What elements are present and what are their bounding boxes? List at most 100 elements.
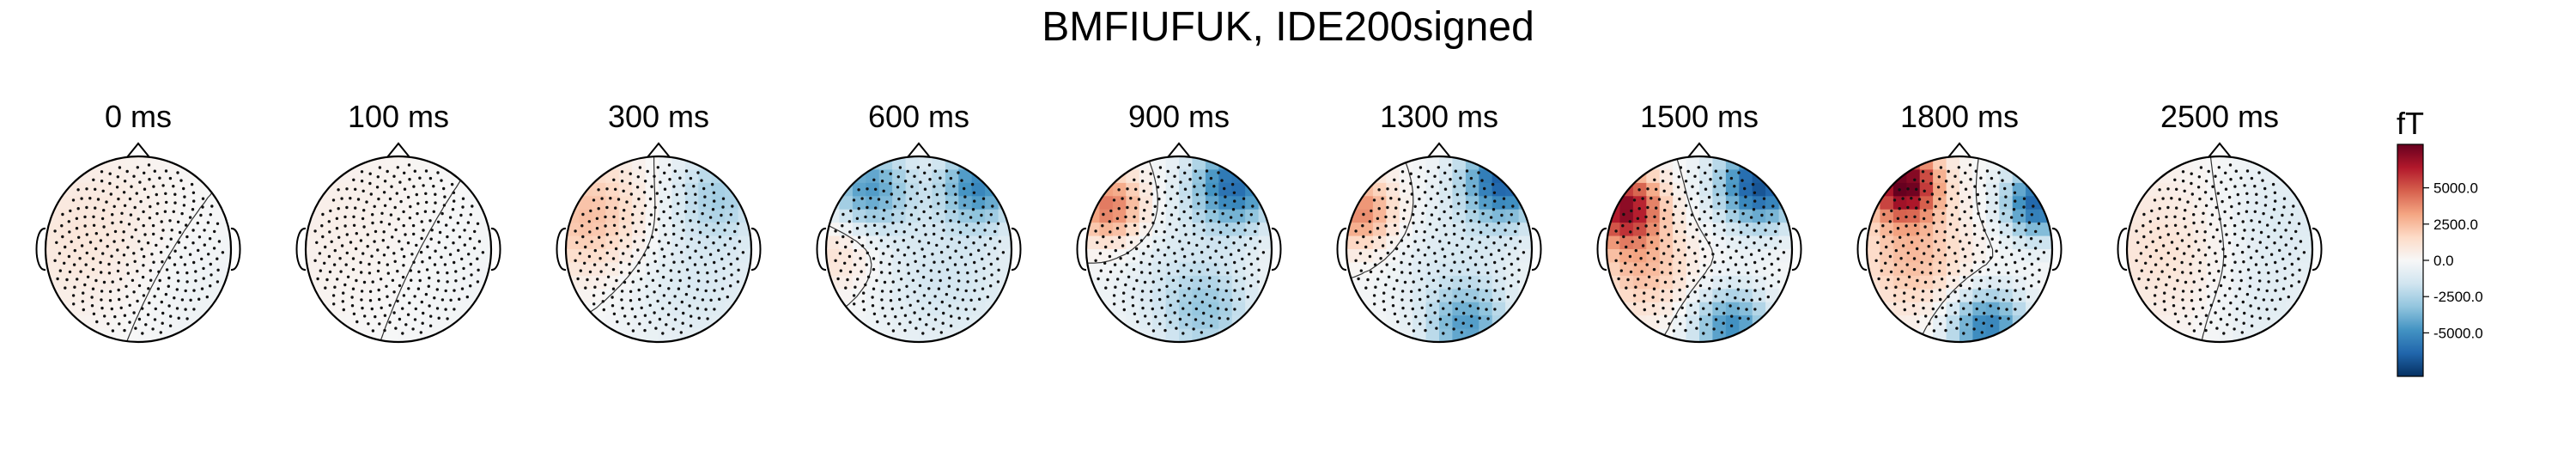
field-cell — [2233, 235, 2247, 250]
sensor-dot — [110, 254, 113, 258]
sensor-dot — [1229, 253, 1233, 256]
sensor-dot — [716, 221, 720, 225]
field-cell — [1245, 262, 1260, 277]
field-cell — [477, 315, 491, 330]
field-cell — [1179, 235, 1194, 250]
field-cell — [1999, 235, 2014, 250]
sensor-dot — [2257, 271, 2261, 274]
sensor-dot — [954, 192, 957, 196]
sensor-dot — [1881, 224, 1885, 228]
sensor-dot — [169, 237, 173, 241]
sensor-dot — [1438, 284, 1443, 288]
field-cell — [1258, 196, 1272, 211]
sensor-dot — [836, 277, 840, 281]
field-cell — [671, 289, 686, 303]
sensor-dot — [402, 264, 405, 267]
sensor-dot — [2263, 204, 2268, 207]
sensor-dot — [1481, 298, 1485, 302]
field-cell — [2245, 289, 2261, 303]
field-cell — [579, 275, 593, 290]
sensor-dot — [736, 280, 740, 284]
field-cell — [2206, 328, 2221, 342]
sensor-dot — [933, 185, 936, 188]
sensor-dot — [2030, 262, 2033, 266]
sensor-dot — [172, 185, 175, 188]
field-cell — [1205, 169, 1220, 184]
sensor-dot — [1761, 257, 1765, 261]
sensor-dot — [643, 204, 647, 207]
field-cell — [306, 156, 320, 171]
sensor-dot — [1184, 233, 1188, 236]
sensor-dot — [421, 321, 424, 325]
sensor-dot — [1954, 205, 1958, 210]
sensor-dot — [1182, 307, 1185, 310]
field-cell — [1778, 328, 1792, 342]
sensor-dot — [620, 290, 624, 293]
sensor-dot — [1416, 186, 1420, 189]
sensor-dot — [2270, 298, 2274, 302]
sensor-dot — [629, 192, 633, 196]
sensor-dot — [2232, 253, 2235, 256]
field-cell — [592, 156, 607, 171]
field-cell — [945, 275, 960, 290]
sensor-dot — [1514, 229, 1517, 234]
sensor-dot — [1935, 314, 1938, 319]
sensor-dot — [1712, 223, 1716, 228]
sensor-dot — [1382, 308, 1387, 312]
sensor-dot — [615, 278, 618, 283]
field-cell — [671, 275, 686, 290]
sensor-dot — [1929, 290, 1934, 293]
sensor-dot — [1911, 296, 1915, 299]
sensor-dot — [1931, 307, 1935, 311]
sensor-dot — [111, 213, 114, 217]
field-cell — [1413, 289, 1427, 303]
sensor-dot — [653, 259, 657, 263]
sensor-dot — [79, 270, 82, 273]
sensor-dot — [2153, 294, 2157, 297]
field-cell — [1359, 275, 1374, 290]
sensor-dot — [1143, 280, 1147, 284]
field-cell — [618, 223, 633, 237]
sensor-dot — [73, 285, 76, 289]
sensor-dot — [1220, 255, 1224, 259]
sensor-dot — [876, 320, 879, 324]
field-cell — [1686, 275, 1700, 290]
field-cell — [1505, 169, 1520, 184]
field-cell — [605, 235, 620, 250]
field-cell — [1126, 302, 1140, 316]
field-cell — [358, 235, 373, 250]
sensor-dot — [125, 295, 129, 298]
sensor-dot — [1646, 187, 1649, 191]
sensor-dot — [1683, 253, 1687, 257]
field-cell — [85, 302, 100, 316]
sensor-dot — [907, 272, 911, 275]
field-cell — [2299, 315, 2312, 330]
sensor-dot — [2235, 307, 2239, 311]
sensor-dot — [841, 224, 844, 228]
sensor-dot — [1183, 187, 1188, 191]
sensor-dot — [1646, 205, 1649, 210]
sensor-dot — [2234, 295, 2238, 298]
sensor-dot — [398, 240, 401, 243]
sensor-dot — [362, 209, 366, 212]
sensor-dot — [2142, 212, 2146, 217]
sensor-dot — [1411, 254, 1414, 258]
sensor-dot — [2175, 206, 2178, 210]
field-cell — [345, 169, 360, 184]
sensor-dot — [2145, 245, 2148, 249]
field-cell — [1739, 182, 1753, 198]
sensor-dot — [1753, 308, 1757, 311]
sensor-dot — [416, 202, 420, 205]
field-cell — [2026, 235, 2040, 250]
field-cell — [645, 315, 659, 330]
sensor-dot — [351, 257, 355, 260]
field-cell — [1112, 209, 1127, 223]
sensor-dot — [1134, 206, 1138, 210]
field-cell — [579, 169, 593, 184]
sensor-dot — [2223, 254, 2227, 259]
field-cell — [618, 302, 633, 316]
sensor-dot — [2291, 273, 2294, 277]
sensor-dot — [1903, 308, 1906, 312]
sensor-dot — [672, 232, 676, 236]
sensor-dot — [2194, 240, 2197, 243]
